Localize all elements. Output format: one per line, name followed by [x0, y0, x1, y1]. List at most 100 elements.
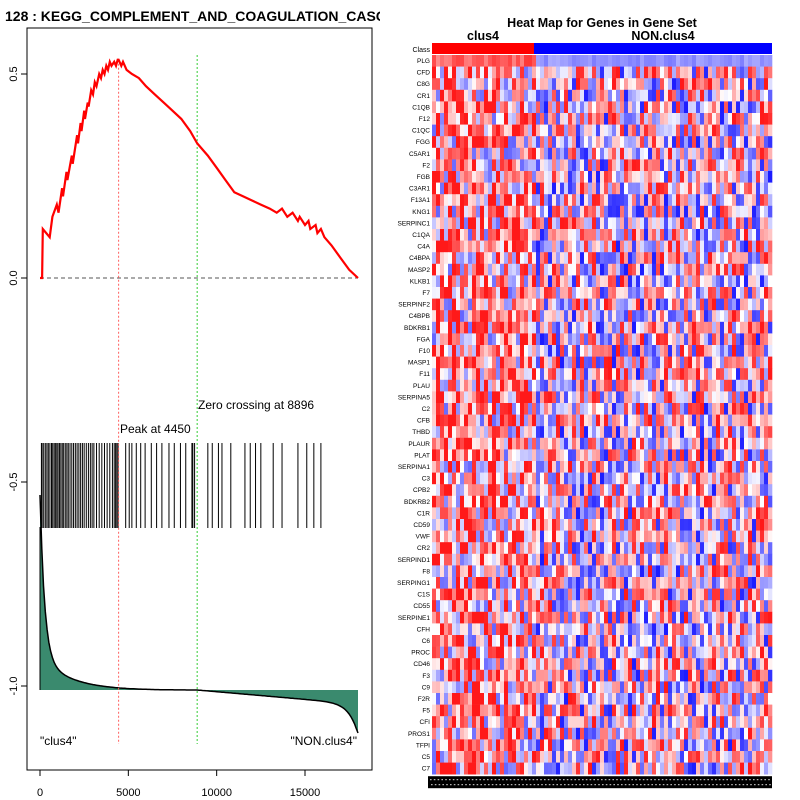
heatmap-cell: [616, 205, 621, 218]
heatmap-cell: [624, 600, 629, 613]
heatmap-cell: [592, 403, 597, 415]
heatmap-cell: [732, 240, 737, 253]
heatmap-cell: [656, 333, 661, 346]
heatmap-cell: [524, 124, 529, 137]
heatmap-cell: [616, 484, 621, 497]
heatmap-cell: [492, 507, 497, 520]
heatmap-cell: [460, 403, 465, 415]
heatmap-cell: [568, 461, 573, 473]
heatmap-cell: [592, 519, 597, 531]
heatmap-cell: [696, 553, 701, 566]
heatmap-cell: [684, 356, 689, 369]
heatmap-cell: [488, 693, 493, 705]
heatmap-cell: [460, 368, 465, 381]
heatmap-cell: [556, 205, 561, 218]
heatmap-cell: [572, 182, 577, 195]
heatmap-cell: [704, 623, 709, 636]
heatmap-cell: [516, 658, 521, 671]
heatmap-cell: [500, 635, 505, 647]
heatmap-cell: [556, 577, 561, 589]
heatmap-cell: [484, 426, 489, 439]
heatmap-cell: [712, 310, 717, 323]
heatmap-cell: [756, 171, 761, 183]
heatmap-cell: [672, 565, 677, 578]
heatmap-cell: [504, 391, 509, 404]
heatmap-cell: [456, 124, 461, 137]
heatmap-cell: [504, 611, 509, 624]
heatmap-cell: [536, 240, 541, 253]
heatmap-cell: [620, 147, 625, 160]
heatmap-cell: [508, 217, 513, 230]
heatmap-cell: [508, 530, 513, 543]
heatmap-cell: [740, 414, 745, 427]
heatmap-cell: [620, 159, 625, 172]
heatmap-cell: [708, 66, 713, 79]
heatmap-cell: [512, 89, 517, 102]
heatmap-cell: [744, 147, 749, 160]
heatmap-cell: [516, 171, 521, 183]
heatmap-cell: [640, 205, 645, 218]
heatmap-cell: [760, 368, 765, 381]
heatmap-cell: [472, 205, 477, 218]
heatmap-cell: [648, 229, 653, 241]
heatmap-cell: [764, 159, 769, 172]
heatmap-cell: [744, 577, 749, 589]
heatmap-cell: [672, 356, 677, 369]
heatmap-cell: [612, 263, 617, 276]
heatmap-cell: [488, 681, 493, 694]
heatmap-cell: [704, 101, 709, 114]
heatmap-cell: [592, 646, 597, 659]
heatmap-cell: [580, 298, 585, 311]
heatmap-cell: [500, 287, 505, 299]
heatmap-cell: [640, 194, 645, 207]
heatmap-cell: [680, 171, 685, 183]
heatmap-cell: [712, 519, 717, 531]
heatmap-cell: [500, 565, 505, 578]
heatmap-cell: [748, 101, 753, 114]
heatmap-cell: [732, 472, 737, 485]
heatmap-cell: [436, 553, 441, 566]
heatmap-cell: [744, 588, 749, 601]
heatmap-cell: [604, 658, 609, 671]
heatmap-cell: [708, 229, 713, 241]
heatmap-cell: [672, 78, 677, 91]
heatmap-cell: [468, 101, 473, 114]
heatmap-cell: [492, 101, 497, 114]
heatmap-cell: [524, 182, 529, 195]
heatmap-cell: [600, 379, 605, 392]
heatmap-cell: [560, 333, 565, 346]
heatmap-cell: [448, 495, 453, 508]
heatmap-cell: [704, 484, 709, 497]
heatmap-cell: [732, 565, 737, 578]
heatmap-cell: [764, 182, 769, 195]
heatmap-cell: [576, 66, 581, 79]
heatmap-cell: [676, 263, 681, 276]
heatmap-cell: [616, 101, 621, 114]
heatmap-cell: [656, 229, 661, 241]
heatmap-cell: [552, 658, 557, 671]
heatmap-cell: [668, 333, 673, 346]
heatmap-cell: [464, 484, 469, 497]
heatmap-cell: [556, 101, 561, 114]
heatmap-cell: [540, 182, 545, 195]
heatmap-cell: [664, 635, 669, 647]
gene-label: SERPINC1: [397, 220, 430, 227]
heatmap-cell: [564, 623, 569, 636]
heatmap-cell: [576, 159, 581, 172]
heatmap-cell: [724, 623, 729, 636]
heatmap-cell: [596, 333, 601, 346]
heatmap-cell: [684, 530, 689, 543]
heatmap-cell: [608, 391, 613, 404]
heatmap-cell: [644, 414, 649, 427]
heatmap-cell: [660, 681, 665, 694]
heatmap-cell: [704, 229, 709, 241]
heatmap-cell: [596, 263, 601, 276]
heatmap-cell: [532, 252, 537, 265]
heatmap-cell: [736, 669, 741, 682]
heatmap-cell: [540, 449, 545, 462]
heatmap-cell: [648, 252, 653, 265]
heatmap-cell: [448, 611, 453, 624]
heatmap-cell: [520, 205, 525, 218]
heatmap-cell: [492, 519, 497, 531]
heatmap-cell: [728, 379, 733, 392]
